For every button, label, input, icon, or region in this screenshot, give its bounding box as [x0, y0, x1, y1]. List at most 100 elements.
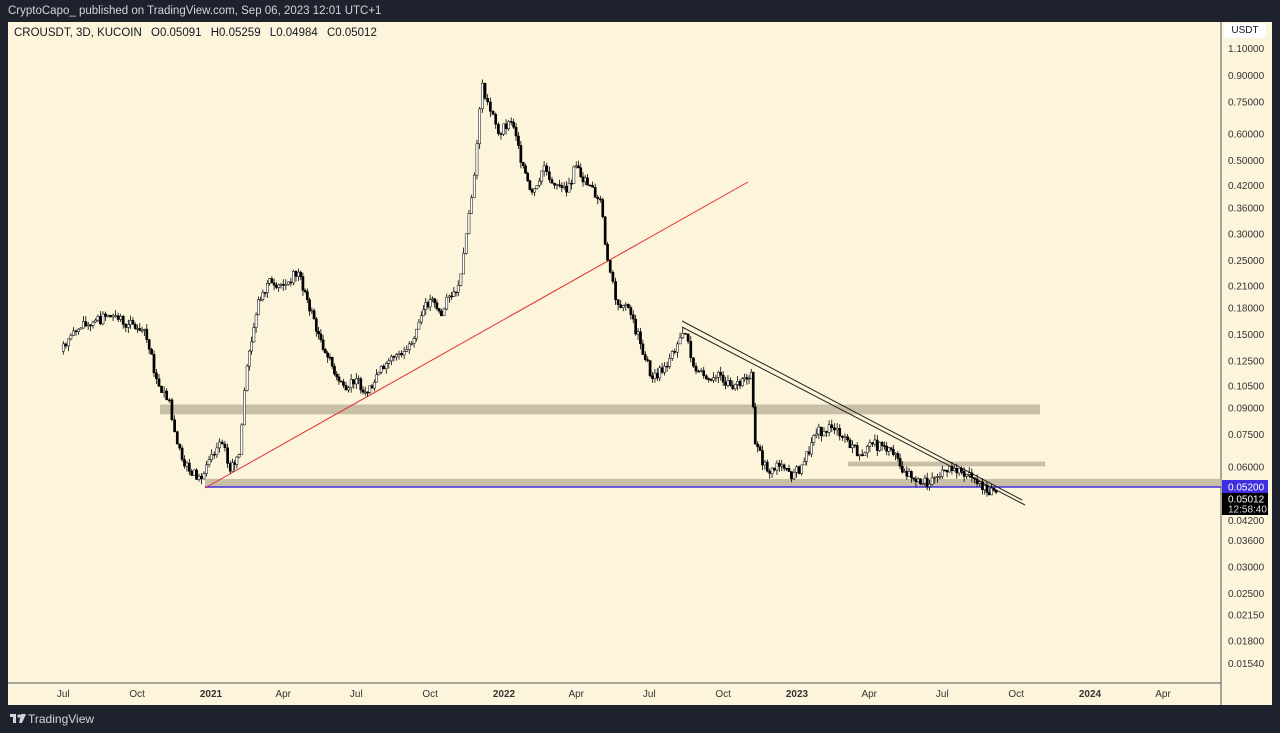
candle-up: [357, 378, 360, 380]
candle-up: [126, 324, 130, 328]
candle-down: [758, 446, 762, 451]
tradingview-brand[interactable]: TradingView: [28, 712, 95, 726]
candle-down: [950, 466, 954, 471]
candle-down: [570, 182, 573, 185]
trendline-upper[interactable]: [681, 320, 1023, 501]
candle-down: [807, 451, 811, 455]
candle-down: [233, 462, 237, 465]
candle-down: [639, 331, 642, 345]
candle-down: [970, 472, 974, 478]
candle-down: [731, 385, 735, 390]
candle-down: [686, 333, 690, 342]
candle-down: [305, 291, 309, 301]
candle-up: [948, 466, 951, 473]
candle-up: [248, 350, 251, 367]
candle-down: [598, 198, 602, 201]
candle-up: [375, 374, 378, 383]
candle-up: [952, 468, 956, 471]
candle-down: [392, 356, 396, 358]
candle-up: [415, 328, 418, 339]
candle-up: [119, 316, 123, 320]
time-tick-label: Oct: [129, 689, 145, 700]
currency-label[interactable]: USDT: [1224, 23, 1266, 38]
candle-down: [450, 295, 453, 298]
last-price-tag: [1222, 492, 1268, 515]
price-tick-label: 0.03000: [1228, 562, 1265, 573]
candle-down: [608, 259, 612, 273]
chart-area[interactable]: [8, 22, 1272, 705]
candle-up: [562, 185, 566, 188]
candle-up: [733, 384, 737, 390]
candle-down: [84, 321, 88, 327]
candle-up: [428, 299, 432, 308]
candle-down: [905, 470, 909, 477]
candle-down: [665, 365, 669, 368]
candle-up: [231, 462, 234, 472]
candle-down: [586, 177, 589, 186]
candle-down: [116, 315, 120, 320]
candle-up: [106, 315, 110, 317]
trendline-red[interactable]: [204, 181, 749, 489]
candle-up: [792, 472, 796, 480]
candle-down: [504, 123, 508, 130]
candle-down: [530, 189, 534, 193]
candle-up: [887, 447, 891, 452]
candle-up: [210, 454, 213, 461]
candle-down: [352, 379, 356, 385]
candle-up: [555, 184, 559, 187]
candle-up: [292, 271, 295, 284]
candle-down: [751, 372, 755, 408]
candle-down: [853, 444, 857, 447]
candle-down: [945, 469, 949, 473]
candle-up: [407, 343, 411, 350]
candle-up: [470, 197, 473, 214]
candle-down: [871, 442, 874, 445]
candle-up: [716, 372, 720, 378]
time-tick-label: Jul: [643, 689, 656, 700]
candle-down: [912, 477, 916, 480]
candle-up: [245, 365, 249, 391]
candle-up: [79, 327, 83, 330]
candle-down: [987, 492, 991, 496]
price-tick-label: 0.01800: [1228, 636, 1265, 647]
candle-up: [542, 165, 546, 172]
candle-up: [448, 295, 451, 298]
symbol-name[interactable]: CROUSDT, 3D, KUCOIN: [14, 27, 142, 39]
candle-up: [279, 284, 283, 286]
candle-up: [111, 315, 115, 318]
candle-down: [777, 462, 781, 467]
candle-up: [502, 123, 505, 135]
candle-down: [517, 135, 520, 146]
candle-up: [402, 351, 406, 356]
candle-down: [833, 427, 836, 431]
support-zone: [160, 404, 1040, 415]
candle-down: [281, 284, 285, 286]
candle-down: [147, 339, 151, 350]
candle-up: [957, 468, 961, 474]
candle-down: [707, 378, 711, 380]
candle-down: [596, 197, 600, 200]
candle-up: [354, 378, 358, 385]
candle-up: [478, 108, 482, 145]
candle-up: [475, 143, 479, 176]
candle-up: [681, 333, 685, 339]
candle-up: [277, 284, 281, 288]
candle-up: [347, 387, 350, 391]
price-tick-label: 0.09000: [1228, 404, 1265, 415]
candle-up: [916, 478, 920, 483]
candle-up: [533, 188, 536, 193]
candle-down: [651, 375, 654, 379]
candle-up: [780, 464, 784, 467]
candle-down: [312, 310, 316, 320]
candle-down: [631, 314, 635, 320]
candle-up: [743, 377, 746, 379]
price-tick-label: 0.30000: [1228, 230, 1265, 241]
level-price-tag: [1222, 479, 1268, 493]
candle-down: [848, 439, 852, 449]
time-tick-label: Oct: [1008, 689, 1024, 700]
candle-down: [342, 381, 345, 386]
candle-up: [96, 316, 100, 321]
candle-up: [714, 377, 718, 379]
candle-down: [925, 477, 929, 487]
